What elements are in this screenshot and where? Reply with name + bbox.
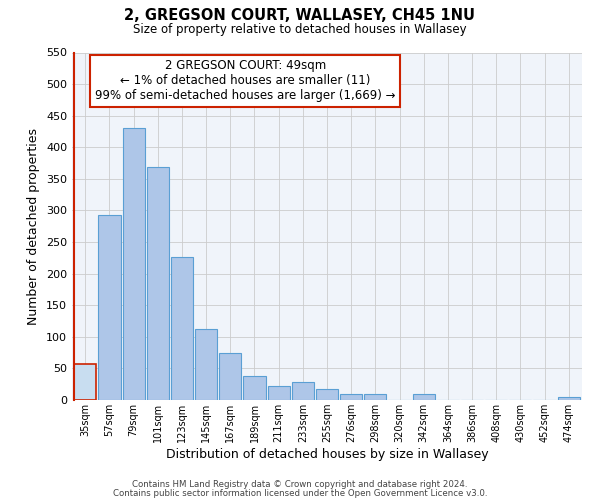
Text: Contains public sector information licensed under the Open Government Licence v3: Contains public sector information licen… <box>113 488 487 498</box>
Text: 2 GREGSON COURT: 49sqm
← 1% of detached houses are smaller (11)
99% of semi-deta: 2 GREGSON COURT: 49sqm ← 1% of detached … <box>95 60 395 102</box>
Text: Contains HM Land Registry data © Crown copyright and database right 2024.: Contains HM Land Registry data © Crown c… <box>132 480 468 489</box>
Bar <box>244 376 266 400</box>
Bar <box>195 328 217 400</box>
X-axis label: Distribution of detached houses by size in Wallasey: Distribution of detached houses by size … <box>166 448 488 461</box>
Bar <box>268 386 290 400</box>
Bar <box>122 128 145 400</box>
Bar <box>557 397 580 400</box>
Bar <box>413 394 435 400</box>
Bar <box>98 215 121 400</box>
Bar <box>340 394 362 400</box>
Bar <box>364 394 386 400</box>
Bar <box>316 388 338 400</box>
Bar <box>292 382 314 400</box>
Text: Size of property relative to detached houses in Wallasey: Size of property relative to detached ho… <box>133 22 467 36</box>
Y-axis label: Number of detached properties: Number of detached properties <box>28 128 40 325</box>
Text: 2, GREGSON COURT, WALLASEY, CH45 1NU: 2, GREGSON COURT, WALLASEY, CH45 1NU <box>125 8 476 22</box>
Bar <box>171 257 193 400</box>
Bar <box>74 364 97 400</box>
Bar <box>146 168 169 400</box>
Bar <box>219 352 241 400</box>
